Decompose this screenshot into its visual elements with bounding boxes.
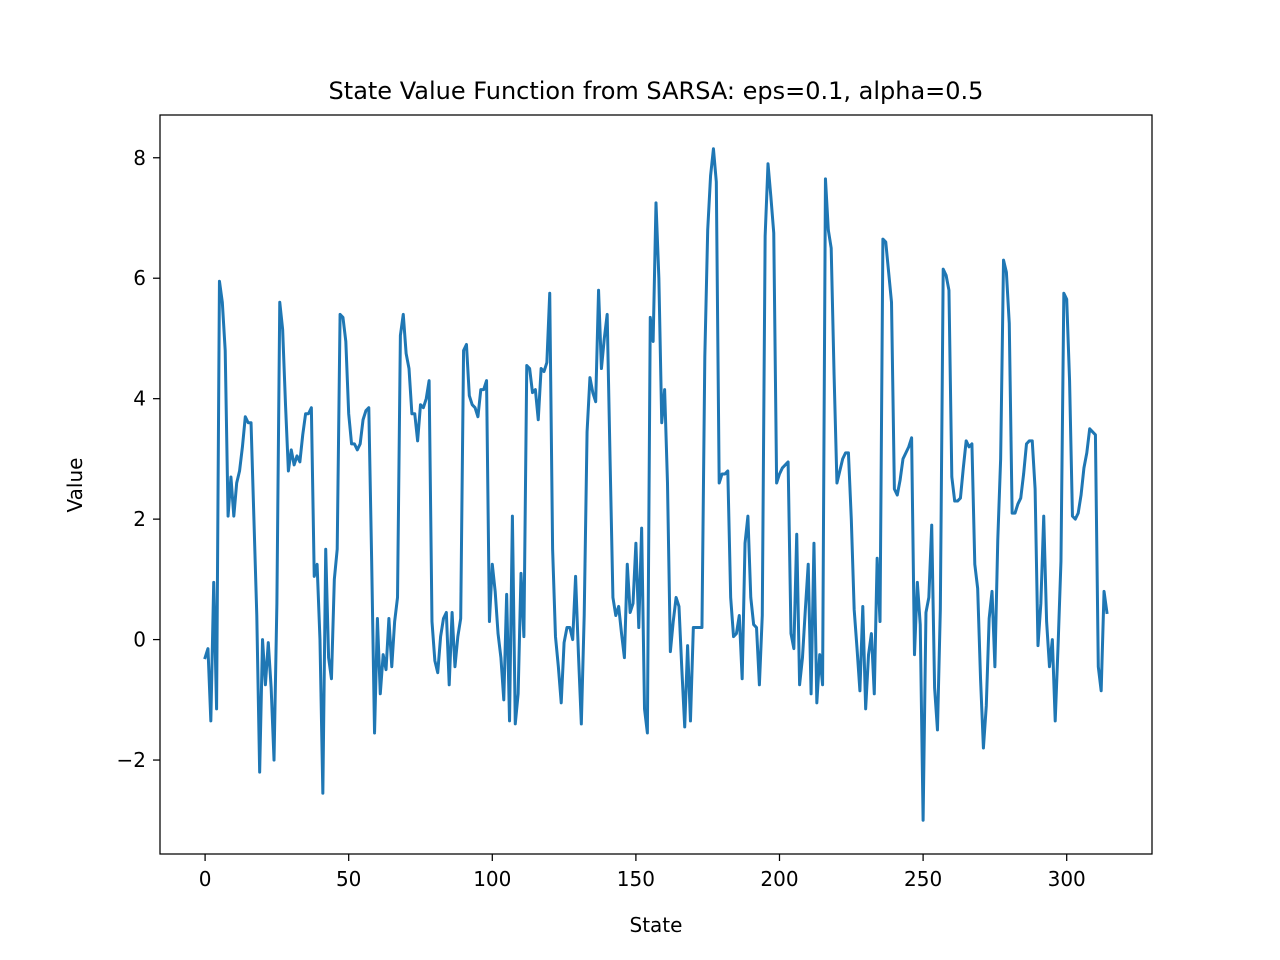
- y-tick-label: 0: [133, 628, 146, 652]
- y-tick-label: 6: [133, 266, 146, 290]
- x-tick-label: 50: [336, 867, 361, 891]
- y-tick-label: 4: [133, 387, 146, 411]
- x-axis: 0 50 100 150 200 250 300: [199, 854, 1086, 891]
- y-tick-label: −2: [117, 748, 146, 772]
- chart-title: State Value Function from SARSA: eps=0.1…: [329, 77, 984, 105]
- axes-frame: [159, 114, 1153, 855]
- plot-layer: [203, 147, 1109, 822]
- y-axis: −2 0 2 4 6 8: [117, 146, 160, 772]
- series-line: [203, 147, 1109, 822]
- x-tick-label: 250: [904, 867, 942, 891]
- x-tick-label: 100: [473, 867, 511, 891]
- x-tick-label: 300: [1048, 867, 1086, 891]
- y-axis-label: Value: [63, 458, 87, 513]
- x-tick-label: 200: [760, 867, 798, 891]
- x-tick-label: 150: [617, 867, 655, 891]
- y-tick-label: 8: [133, 146, 146, 170]
- x-axis-label: State: [630, 913, 683, 937]
- x-tick-label: 0: [199, 867, 212, 891]
- y-tick-label: 2: [133, 507, 146, 531]
